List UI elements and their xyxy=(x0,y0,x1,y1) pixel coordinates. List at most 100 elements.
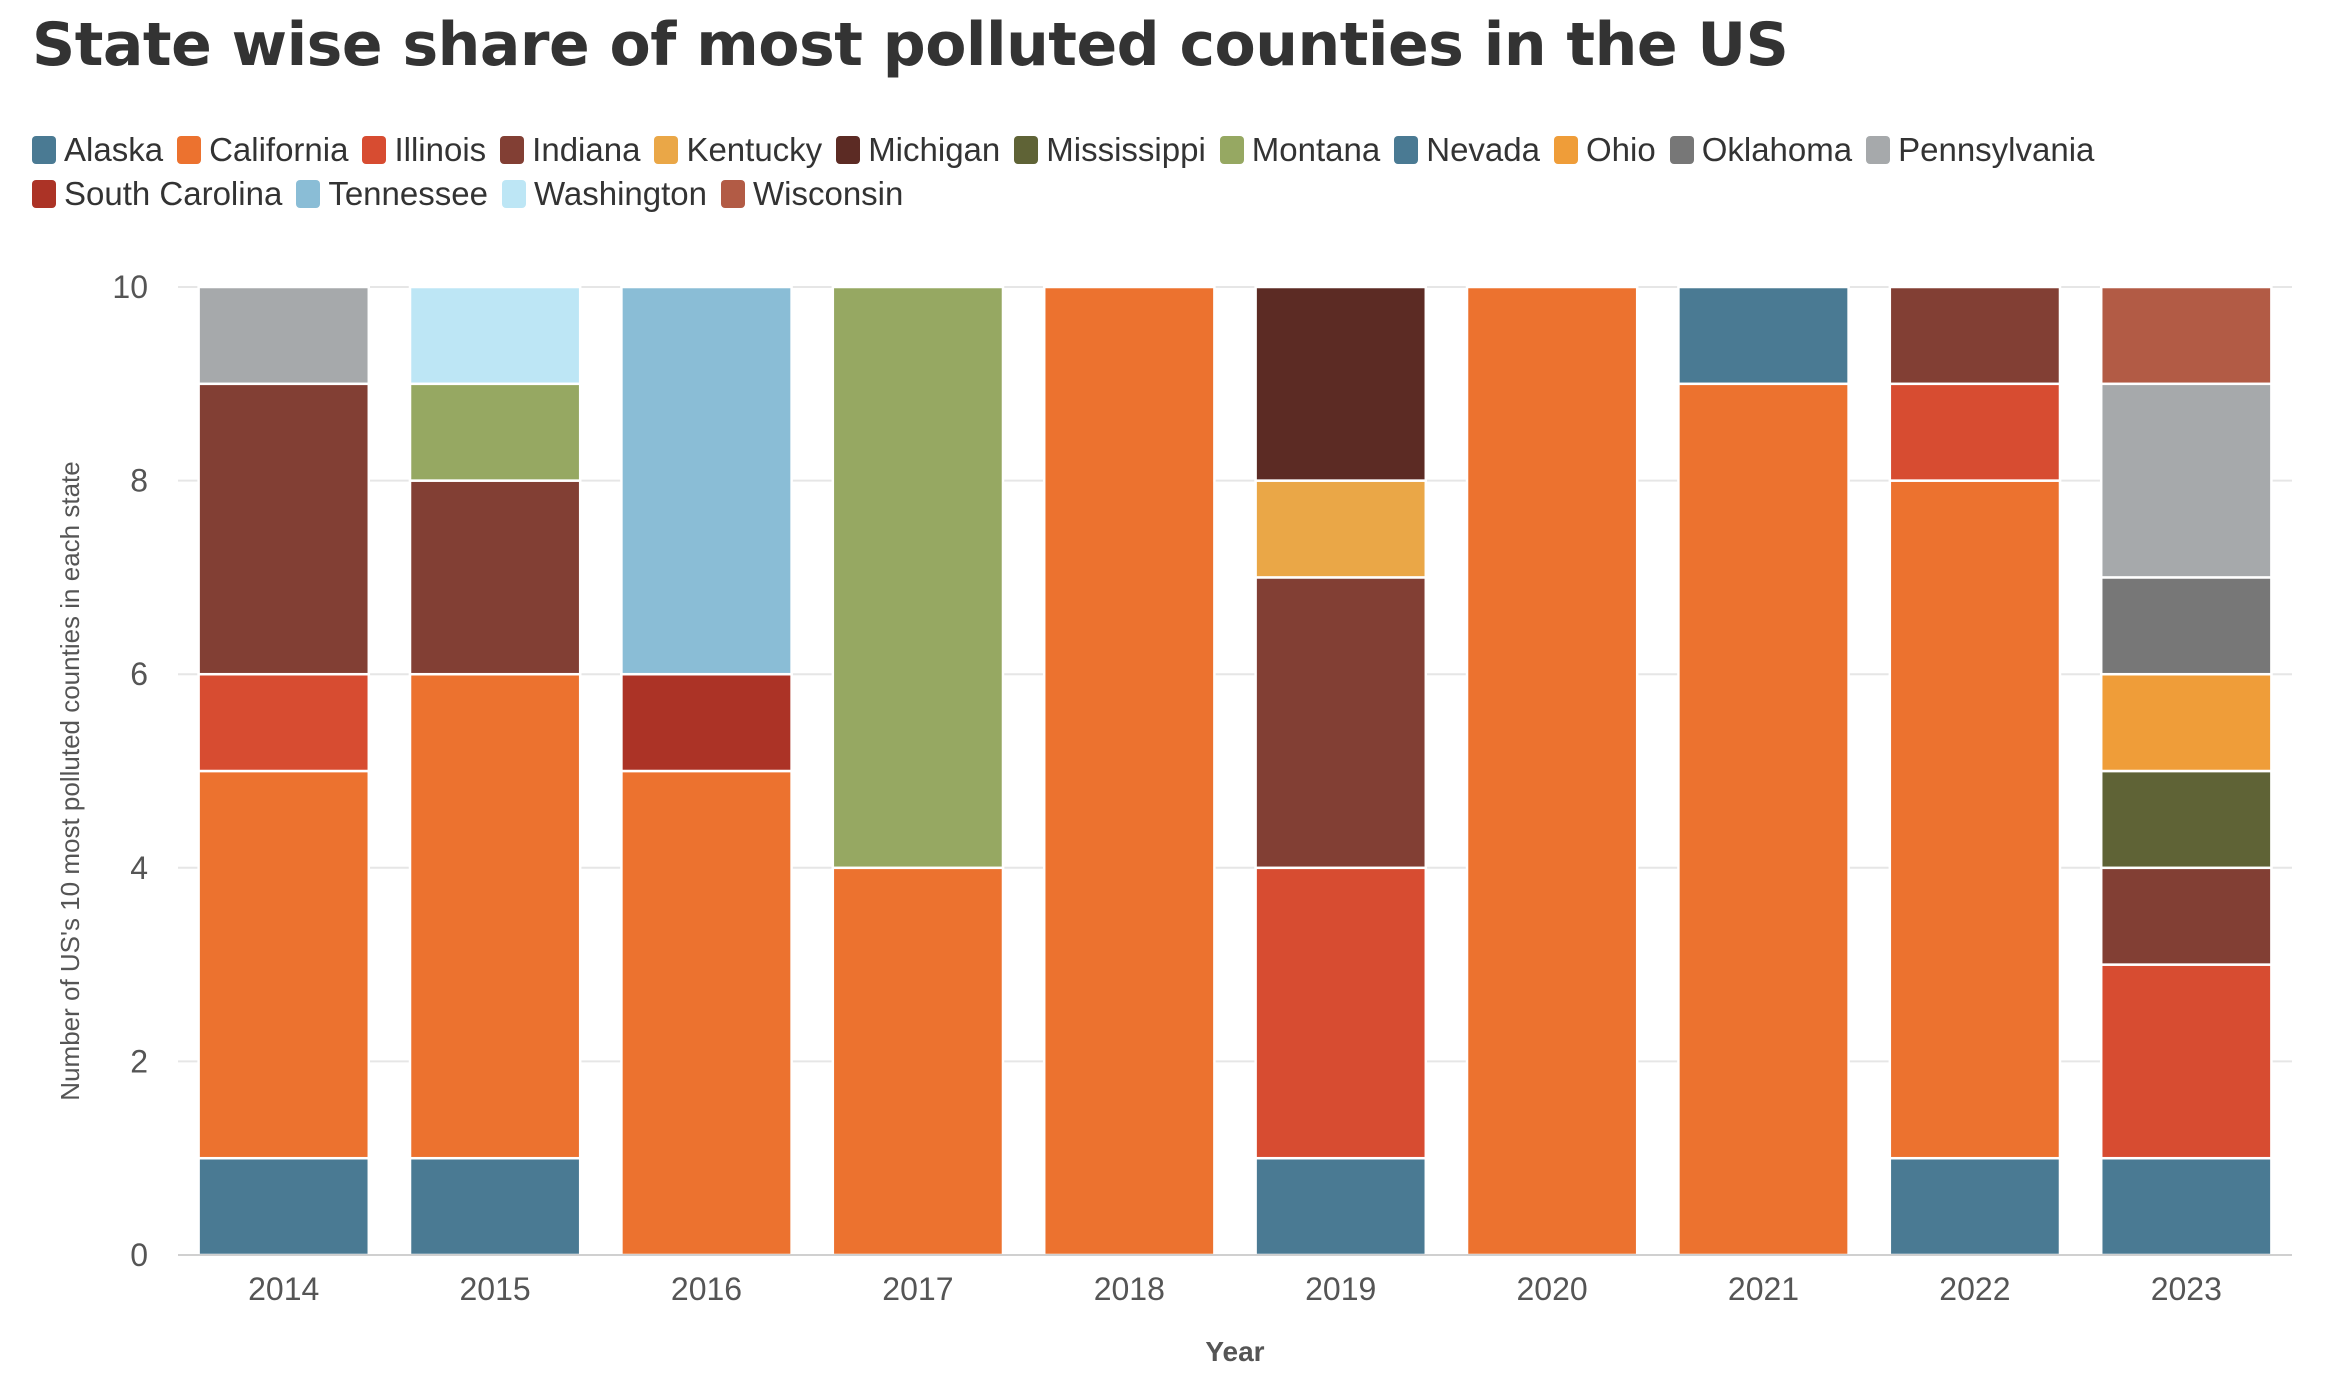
legend-label: Alaska xyxy=(64,131,164,168)
legend-item-illinois[interactable]: Illinois xyxy=(362,132,486,168)
legend-item-south-carolina[interactable]: South Carolina xyxy=(32,176,282,212)
bar-segment-2016-tennessee[interactable] xyxy=(620,285,793,676)
legend-swatch xyxy=(1866,136,1891,164)
bar-segment-2023-ohio[interactable] xyxy=(2099,672,2273,773)
legend-swatch xyxy=(362,136,387,164)
legend-label: California xyxy=(209,131,349,168)
y-tick-label: 10 xyxy=(112,269,148,305)
legend-label: Montana xyxy=(1251,131,1381,168)
legend-swatch xyxy=(296,180,321,208)
bar-segment-2023-indiana[interactable] xyxy=(2099,866,2273,966)
legend-label: Washington xyxy=(533,175,707,212)
y-tick-label: 4 xyxy=(130,850,148,886)
bar-segment-2015-montana[interactable] xyxy=(408,382,582,482)
bar-segment-2015-indiana[interactable] xyxy=(408,479,582,676)
legend-label: Wisconsin xyxy=(752,175,904,212)
x-tick-label: 2014 xyxy=(248,1271,319,1307)
bar-segment-2016-south-carolina[interactable] xyxy=(620,672,793,773)
y-axis-title: Number of US's 10 most polluted counties… xyxy=(55,461,85,1100)
y-tick-label: 6 xyxy=(130,656,148,692)
bar-segment-2015-california[interactable] xyxy=(408,672,582,1160)
bar-segment-2023-mississippi[interactable] xyxy=(2099,769,2273,870)
x-tick-label: 2018 xyxy=(1094,1271,1165,1307)
legend-swatch xyxy=(32,180,56,208)
bar-segment-2014-illinois[interactable] xyxy=(197,672,371,773)
legend-item-oklahoma[interactable]: Oklahoma xyxy=(1669,131,1853,168)
bar-segment-2014-alaska[interactable] xyxy=(197,1156,371,1257)
bar-segment-2015-alaska[interactable] xyxy=(408,1156,582,1257)
legend-swatch xyxy=(501,180,526,208)
legend-item-washington[interactable]: Washington xyxy=(501,175,707,212)
bar-segment-2022-california[interactable] xyxy=(1888,479,2062,1160)
x-tick-label: 2015 xyxy=(460,1271,531,1307)
legend-swatch xyxy=(500,136,525,164)
legend-label: Tennessee xyxy=(328,175,488,212)
x-tick-label: 2022 xyxy=(1939,1271,2010,1307)
x-tick-label: 2017 xyxy=(882,1271,953,1307)
legend-label: Illinois xyxy=(394,131,487,168)
chart-title: State wise share of most polluted counti… xyxy=(32,10,1789,80)
x-tick-label: 2019 xyxy=(1305,1271,1376,1307)
legend-label: South Carolina xyxy=(64,175,283,212)
x-tick-label: 2016 xyxy=(671,1271,742,1307)
legend-item-montana[interactable]: Montana xyxy=(1219,131,1381,168)
x-tick-label: 2021 xyxy=(1728,1271,1799,1307)
legend-swatch xyxy=(1219,136,1244,164)
bar-segment-2023-pennsylvania[interactable] xyxy=(2099,382,2273,579)
bar-segment-2018-california[interactable] xyxy=(1042,285,1216,1257)
legend-label: Mississippi xyxy=(1046,131,1206,168)
legend-item-mississippi[interactable]: Mississippi xyxy=(1014,132,1206,168)
legend-item-california[interactable]: California xyxy=(177,132,348,168)
legend-swatch xyxy=(1553,136,1578,164)
legend-swatch xyxy=(836,136,861,164)
bar-segment-2014-pennsylvania[interactable] xyxy=(197,285,371,386)
bar-segment-2019-indiana[interactable] xyxy=(1254,576,1428,870)
bar-segment-2016-california[interactable] xyxy=(620,769,793,1257)
legend-label: Kentucky xyxy=(686,131,823,168)
bar-segment-2022-illinois[interactable] xyxy=(1888,382,2062,482)
legend-label: Nevada xyxy=(1426,131,1540,168)
legend-swatch xyxy=(720,180,745,208)
legend-label: Oklahoma xyxy=(1701,131,1853,168)
bar-segment-2023-wisconsin[interactable] xyxy=(2099,285,2273,386)
bar-segment-2023-illinois[interactable] xyxy=(2099,963,2273,1160)
bar-segment-2022-alaska[interactable] xyxy=(1888,1156,2062,1257)
legend-swatch xyxy=(177,136,202,164)
legend-swatch xyxy=(1669,136,1694,164)
legend-swatch xyxy=(1014,136,1039,164)
legend-item-indiana[interactable]: Indiana xyxy=(500,132,640,168)
legend-item-tennessee[interactable]: Tennessee xyxy=(296,176,488,212)
bar-segment-2020-california[interactable] xyxy=(1465,285,1639,1257)
bar-segment-2019-illinois[interactable] xyxy=(1254,866,1428,1160)
legend-label: Pennsylvania xyxy=(1898,131,2095,168)
bar-segment-2019-alaska[interactable] xyxy=(1254,1156,1428,1257)
y-tick-label: 8 xyxy=(130,463,148,499)
legend-swatch xyxy=(32,136,56,164)
bar-segment-2021-nevada[interactable] xyxy=(1677,285,1850,386)
bar-segment-2019-michigan[interactable] xyxy=(1254,285,1428,482)
legend-item-wisconsin[interactable]: Wisconsin xyxy=(720,175,904,212)
legend-item-michigan[interactable]: Michigan xyxy=(836,132,1000,168)
bar-segment-2023-alaska[interactable] xyxy=(2099,1156,2273,1257)
legend-item-ohio[interactable]: Ohio xyxy=(1553,132,1656,168)
bar-segment-2017-montana[interactable] xyxy=(831,285,1005,870)
bar-segment-2014-california[interactable] xyxy=(197,769,371,1160)
legend: Alaska California Illinois Indiana Kentucky M… xyxy=(32,132,2292,212)
bar-segment-2022-indiana[interactable] xyxy=(1888,285,2062,386)
bar-segment-2014-indiana[interactable] xyxy=(197,382,371,676)
bar-segment-2017-california[interactable] xyxy=(831,866,1005,1257)
x-tick-label: 2020 xyxy=(1517,1271,1588,1307)
bar-segment-2021-california[interactable] xyxy=(1677,382,1850,1257)
legend-item-kentucky[interactable]: Kentucky xyxy=(654,132,822,168)
bar-segment-2019-kentucky[interactable] xyxy=(1254,479,1428,579)
y-tick-label: 0 xyxy=(130,1237,148,1273)
x-tick-label: 2023 xyxy=(2151,1271,2222,1307)
legend-item-nevada[interactable]: Nevada xyxy=(1394,132,1540,168)
legend-item-pennsylvania[interactable]: Pennsylvania xyxy=(1866,132,2094,168)
legend-item-alaska[interactable]: Alaska xyxy=(32,132,163,168)
legend-label: Indiana xyxy=(532,131,641,168)
x-axis-title: Year xyxy=(1205,1336,1264,1367)
bar-segment-2015-washington[interactable] xyxy=(408,285,582,386)
bar-segment-2023-oklahoma[interactable] xyxy=(2099,576,2273,676)
